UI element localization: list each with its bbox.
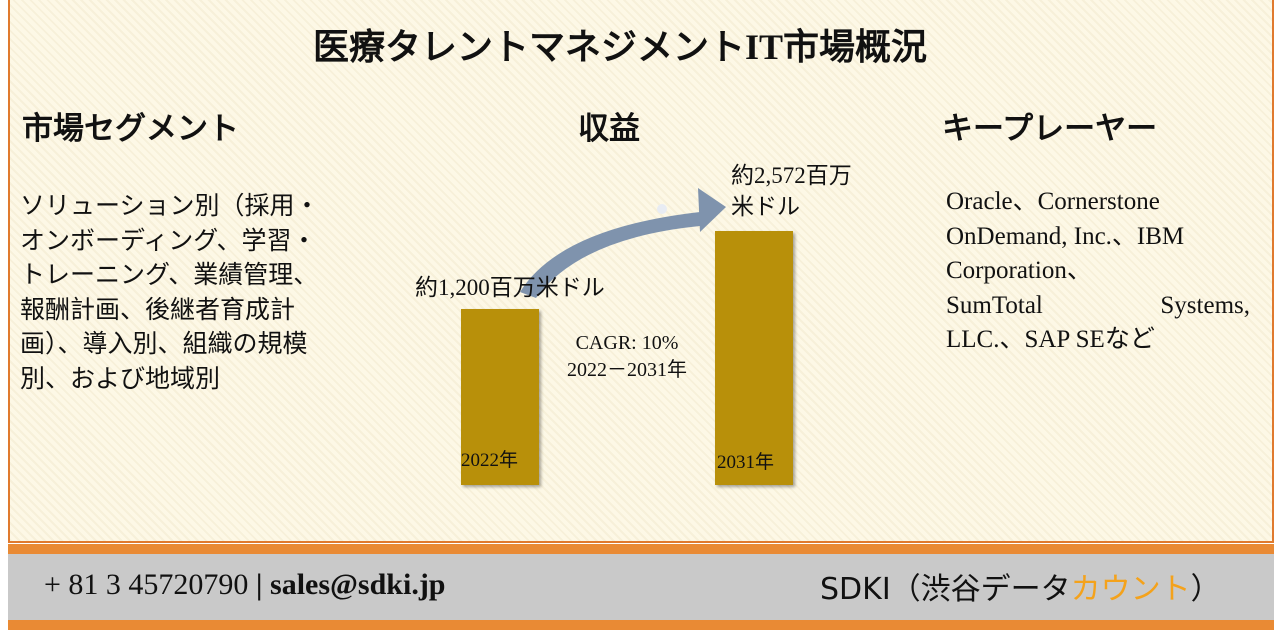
phone: + 81 3 45720790 [44, 568, 249, 601]
text-line: トレーニング、業績管理、 [20, 262, 319, 289]
text-line: Oracle、Cornerstone [946, 188, 1160, 215]
brand-suffix: ） [1190, 572, 1221, 607]
separator: | [255, 568, 263, 601]
text-line: Corporation、 [946, 257, 1092, 284]
main-panel [8, 0, 1274, 543]
end-value-line: 米ドル [731, 194, 800, 219]
players-text: Oracle、Cornerstone OnDemand, Inc.、IBM Corp… [946, 185, 1250, 358]
text-line: 報酬計画、後継者育成計 [20, 296, 296, 324]
start-value-label: 約1,200百万米ドル [415, 275, 605, 300]
footer [8, 554, 1274, 620]
brand-highlight: カウント [1070, 572, 1191, 607]
arrow-body [520, 212, 700, 298]
contact: + 81 3 45720790 | sales@sdki.jp [44, 568, 446, 602]
title: 医療タレントマネジメントIT市場概況 [312, 27, 928, 67]
end-value-label: 約2,572百万 米ドル [731, 160, 852, 222]
brand: SDKI（渋谷データカウント） [820, 564, 1221, 608]
segment-heading: 市場セグメント [22, 111, 239, 146]
end-year: 2031年 [717, 452, 775, 473]
bar-2031 [715, 231, 793, 485]
brand-prefix: SDKI（渋谷データ [820, 572, 1071, 607]
text-line: 画）、導入別、組織の規模 [20, 331, 308, 358]
bar-2022 [461, 309, 539, 485]
text-line: LLC.、SAP SEなど [946, 326, 1155, 353]
cagr: CAGR: 10% [575, 332, 679, 354]
text-line: ソリューション別（採用・ [20, 193, 320, 220]
arrow-head [698, 188, 726, 232]
footer-band [8, 544, 1274, 554]
cagr-block: CAGR: 10% 2022－2031年 [552, 330, 702, 384]
players-heading: キープレーヤー [942, 111, 1158, 146]
text-line: オンボーディング、学習・ [20, 227, 317, 255]
period: 2022－2031年 [567, 359, 687, 381]
segment-text: ソリューション別（採用・ オンボーディング、学習・ トレーニング、業績管理、 報酬計画… [20, 190, 320, 397]
text-line: 別、および地域別 [20, 365, 221, 393]
revenue-heading: 収益 [578, 111, 640, 146]
end-value-line: 約2,572百万 [731, 163, 852, 188]
start-year: 2022年 [461, 450, 519, 471]
text-line: SumTotal Systems, [946, 291, 1250, 319]
footer-band [8, 620, 1274, 630]
arrow-dot [657, 204, 667, 214]
text-line: OnDemand, Inc.、IBM [946, 222, 1185, 250]
email[interactable]: sales@sdki.jp [270, 568, 446, 601]
